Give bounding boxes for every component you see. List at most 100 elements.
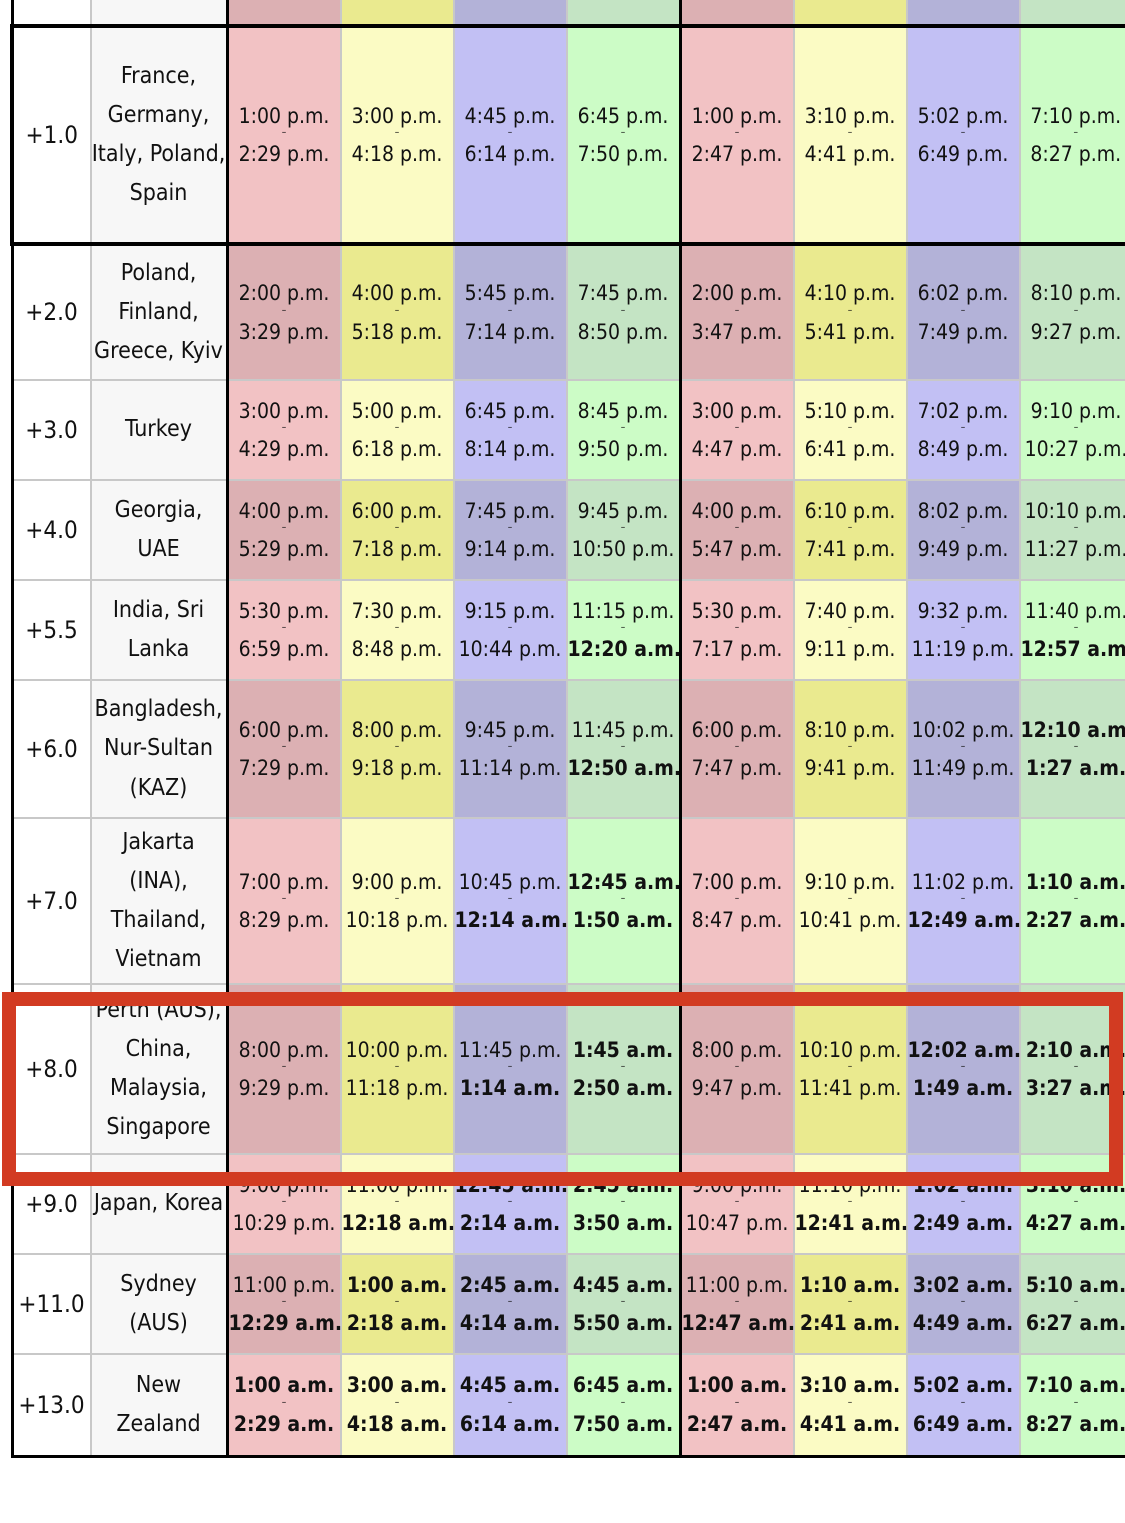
range-dash: – [1073, 1296, 1079, 1307]
time-range-cell: 1:00 a.m. – 2:47 a.m. [679, 1353, 795, 1458]
time-range-cell: 3:10 a.m. – 4:41 a.m. [792, 1353, 908, 1458]
time-cell [452, 0, 568, 28]
range-dash: – [960, 1396, 966, 1408]
range-dash: – [620, 127, 626, 138]
time-range-cell: 5:02 a.m. – 6:49 a.m. [905, 1353, 1021, 1458]
start-time: 12:45 a.m. [454, 1172, 569, 1197]
range-dash: – [394, 1061, 400, 1072]
time-range-cell: 1:00 p.m. – 2:29 p.m. [226, 24, 342, 246]
range-dash: – [1073, 522, 1079, 533]
start-time: 3:00 p.m. [351, 103, 443, 128]
time-range-cell: 3:10 p.m. – 4:41 p.m. [792, 24, 908, 246]
time-range-cell: 9:45 p.m. – 11:14 p.m. [452, 679, 568, 819]
time-range-cell: 3:00 a.m. – 4:18 a.m. [339, 1353, 455, 1458]
range-dash: – [281, 893, 287, 904]
time-range-cell: 5:02 p.m. – 6:49 p.m. [905, 24, 1021, 246]
utc-offset: +8.0 [10, 983, 92, 1155]
end-time: 3:27 a.m. [1025, 1076, 1125, 1100]
start-time: 7:00 p.m. [238, 869, 330, 894]
table-row: +6.0 Bangladesh, Nur-Sultan (KAZ) 6:00 p.m… [10, 679, 1125, 819]
end-time: 10:44 p.m. [458, 637, 562, 661]
range-dash: – [847, 622, 853, 633]
region-name: New Zealand [89, 1353, 229, 1458]
end-time: 10:27 p.m. [1024, 437, 1125, 461]
offset-cell [10, 0, 92, 28]
end-time: 7:47 p.m. [691, 756, 783, 780]
start-time: 7:00 p.m. [691, 869, 783, 894]
end-time: 11:41 p.m. [798, 1076, 902, 1100]
time-range-cell: 8:00 p.m. – 9:47 p.m. [679, 983, 795, 1155]
time-range-cell: 1:10 a.m. – 2:27 a.m. [1018, 817, 1125, 985]
start-time: 3:02 a.m. [912, 1272, 1014, 1297]
range-dash: – [847, 422, 853, 433]
end-time: 11:49 p.m. [911, 756, 1015, 780]
time-range-cell: 12:45 a.m. – 1:50 a.m. [565, 817, 682, 985]
end-time: 6:59 p.m. [238, 637, 330, 661]
range-dash: – [847, 741, 853, 752]
start-time: 8:10 p.m. [1030, 281, 1122, 306]
start-time: 1:10 a.m. [799, 1272, 901, 1297]
time-range-cell: 7:00 p.m. – 8:29 p.m. [226, 817, 342, 985]
start-time: 1:00 a.m. [686, 1373, 788, 1398]
time-range-cell: 11:10 p.m. – 12:41 a.m. [792, 1153, 908, 1255]
range-dash: – [620, 622, 626, 633]
start-time: 4:45 a.m. [572, 1272, 674, 1297]
time-range-cell: 3:00 p.m. – 4:47 p.m. [679, 379, 795, 481]
end-time: 4:41 a.m. [799, 1411, 901, 1436]
range-dash: – [847, 1061, 853, 1072]
start-time: 9:00 p.m. [238, 1172, 330, 1197]
time-range-cell: 10:10 p.m. – 11:41 p.m. [792, 983, 908, 1155]
time-range-cell: 2:45 a.m. – 3:50 a.m. [565, 1153, 682, 1255]
end-time: 6:18 p.m. [351, 437, 443, 461]
end-time: 3:50 a.m. [572, 1211, 674, 1235]
end-time: 7:14 p.m. [464, 319, 556, 344]
time-range-cell: 11:00 p.m. – 12:47 a.m. [679, 1253, 795, 1355]
start-time: 6:02 p.m. [917, 281, 1009, 306]
start-time: 2:45 a.m. [572, 1172, 674, 1197]
start-time: 10:10 p.m. [1024, 498, 1125, 523]
end-time: 4:18 p.m. [351, 142, 443, 166]
end-time: 7:18 p.m. [351, 537, 443, 561]
start-time: 12:02 a.m. [907, 1037, 1022, 1062]
time-range-cell: 10:10 p.m. – 11:27 p.m. [1018, 479, 1125, 581]
time-range-cell: 10:00 p.m. – 11:18 p.m. [339, 983, 455, 1155]
end-time: 11:18 p.m. [345, 1076, 449, 1100]
range-dash: – [281, 522, 287, 533]
time-range-cell: 1:02 a.m. – 2:49 a.m. [905, 1153, 1021, 1255]
time-range-cell: 5:30 p.m. – 6:59 p.m. [226, 579, 342, 681]
range-dash: – [507, 1296, 513, 1307]
time-range-cell: 9:00 p.m. – 10:47 p.m. [679, 1153, 795, 1255]
end-time: 2:27 a.m. [1025, 908, 1125, 932]
time-range-cell: 7:10 p.m. – 8:27 p.m. [1018, 24, 1125, 246]
time-range-cell: 9:45 p.m. – 10:50 p.m. [565, 479, 682, 581]
end-time: 8:50 p.m. [577, 319, 669, 344]
time-range-cell: 8:10 p.m. – 9:41 p.m. [792, 679, 908, 819]
time-range-cell: 8:02 p.m. – 9:49 p.m. [905, 479, 1021, 581]
end-time: 2:29 p.m. [238, 142, 330, 166]
range-dash: – [734, 1061, 740, 1072]
range-dash: – [394, 304, 400, 316]
time-range-cell: 3:00 p.m. – 4:29 p.m. [226, 379, 342, 481]
end-time: 12:50 a.m. [567, 756, 682, 780]
end-time: 8:48 p.m. [351, 637, 443, 661]
range-dash: – [1073, 1196, 1079, 1207]
end-time: 7:50 a.m. [572, 1411, 674, 1436]
time-range-cell: 4:10 p.m. – 5:41 p.m. [792, 243, 908, 381]
table-row: +8.0 Perth (AUS), China, Malaysia, Singap… [10, 983, 1125, 1155]
range-dash: – [281, 1396, 287, 1408]
region-name: Bangladesh, Nur-Sultan (KAZ) [89, 679, 229, 819]
end-time: 4:29 p.m. [238, 437, 330, 461]
range-dash: – [507, 1196, 513, 1207]
range-dash: – [960, 893, 966, 904]
range-dash: – [620, 893, 626, 904]
end-time: 9:49 p.m. [917, 537, 1009, 561]
utc-offset: +13.0 [10, 1353, 92, 1458]
utc-offset: +3.0 [10, 379, 92, 481]
time-range-cell: 8:45 p.m. – 9:50 p.m. [565, 379, 682, 481]
time-range-cell: 4:00 p.m. – 5:29 p.m. [226, 479, 342, 581]
range-dash: – [281, 127, 287, 138]
time-range-cell: 6:00 p.m. – 7:47 p.m. [679, 679, 795, 819]
region-name: Sydney (AUS) [89, 1253, 229, 1355]
range-dash: – [507, 1061, 513, 1072]
